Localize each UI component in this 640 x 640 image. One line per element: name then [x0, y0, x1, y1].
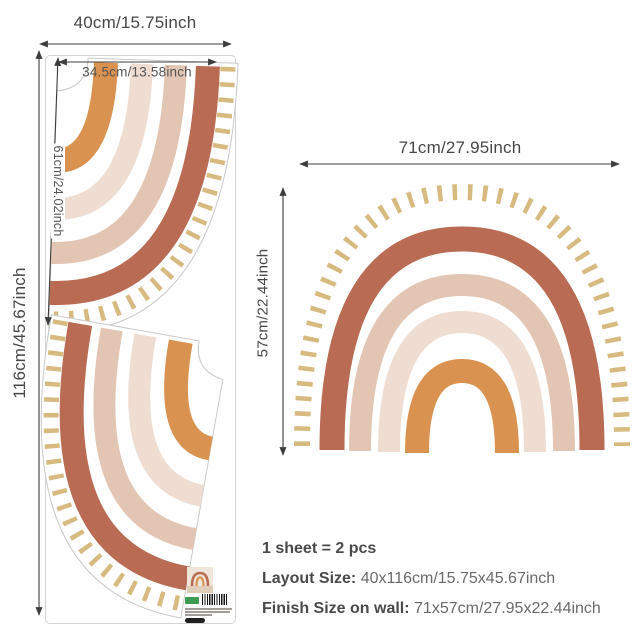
size-info-block: 1 sheet = 2 pcs Layout Size: 40x116cm/15…: [262, 540, 601, 630]
band-orange: [164, 339, 214, 461]
band-blush: [93, 327, 197, 550]
label-piece-height: 61cm/24.02inch: [51, 143, 65, 239]
brand-logo-icon: [185, 597, 199, 604]
layout-size-label: Layout Size:: [262, 570, 357, 587]
label-piece-width: 34.5cm/13.58inch: [82, 64, 192, 80]
outer-dashes: [48, 66, 236, 327]
finish-size-text: Finish Size on wall: 71x57cm/27.95x22.44…: [262, 600, 601, 618]
label-sheet-width: 40cm/15.75inch: [73, 13, 197, 32]
rainbow-half-piece-top: [47, 57, 239, 334]
band-terracotta: [319, 226, 605, 451]
finish-size-value: 71x57cm/27.95x22.44inch: [414, 600, 601, 617]
band-terracotta: [59, 321, 191, 591]
rainbow-half-piece-bottom: [40, 314, 224, 619]
pieces-line: 1 sheet = 2 pcs: [262, 540, 377, 557]
label-microprint-line: [185, 611, 230, 613]
label-sheet-height: 116cm/45.67inch: [10, 267, 29, 399]
pieces-per-sheet-text: 1 sheet = 2 pcs: [262, 540, 601, 558]
outer-dashes: [294, 183, 630, 447]
outer-dashes: [43, 319, 185, 612]
band-cream: [378, 310, 546, 453]
band-cream: [128, 333, 205, 507]
assembled-rainbow: [294, 183, 630, 454]
label-microprint-line: [185, 608, 232, 610]
product-thumbnail: [187, 567, 213, 593]
band-orange: [405, 358, 519, 454]
label-black-pill: [185, 617, 205, 623]
band-cream: [52, 63, 153, 220]
layout-size-text: Layout Size: 40x116cm/15.75x45.67inch: [262, 570, 601, 588]
label-microprint-line: [185, 614, 212, 616]
band-blush: [349, 273, 575, 452]
label-finish-width: 71cm/27.95inch: [398, 138, 522, 157]
label-finish-height: 57cm/22.44inch: [254, 248, 272, 358]
band-blush: [50, 64, 187, 264]
layout-size-value: 40x116cm/15.75x45.67inch: [360, 570, 556, 587]
band-terracotta: [49, 65, 220, 305]
finish-size-label: Finish Size on wall:: [262, 600, 410, 617]
barcode-icon: [202, 594, 228, 605]
